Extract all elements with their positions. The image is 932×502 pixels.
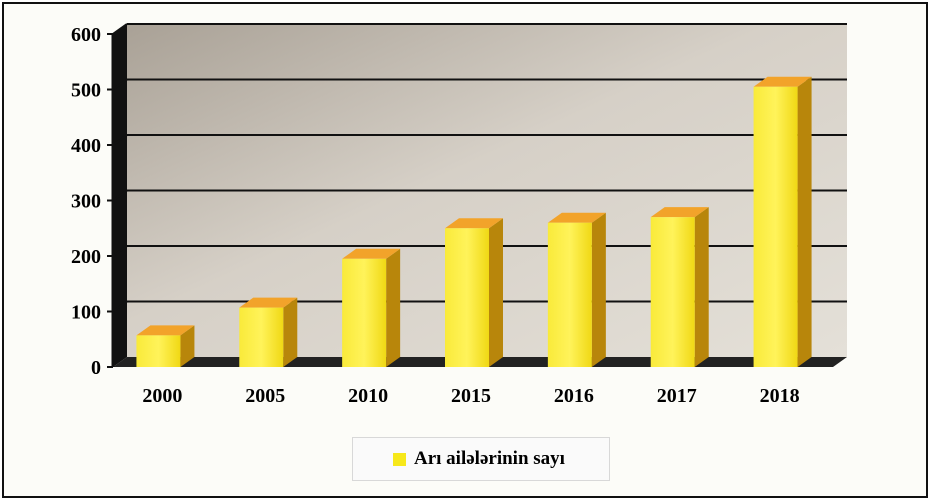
legend-label: Arı ailələrinin sayı bbox=[414, 448, 565, 469]
bar-side-2016 bbox=[591, 212, 606, 367]
bar-2005 bbox=[239, 307, 284, 367]
bar-top-2005 bbox=[239, 297, 298, 308]
bar-2000 bbox=[136, 335, 181, 367]
gridline-diag-600 bbox=[112, 23, 128, 35]
bar-side-2010 bbox=[386, 248, 401, 367]
bar-2018 bbox=[753, 86, 798, 367]
x-tick-label-2000: 2000 bbox=[142, 385, 182, 407]
x-tick-label-2015: 2015 bbox=[451, 385, 491, 407]
gridline-diag-300 bbox=[112, 189, 128, 202]
bar-2010 bbox=[342, 258, 387, 367]
y-tick-label-200: 200 bbox=[71, 246, 101, 268]
bar-side-2018 bbox=[797, 76, 812, 367]
gridline-diag-100 bbox=[112, 300, 128, 313]
legend: Arı ailələrinin sayı bbox=[352, 437, 610, 481]
legend-swatch bbox=[393, 452, 406, 466]
y-tick-label-400: 400 bbox=[71, 135, 101, 157]
x-tick-label-2016: 2016 bbox=[554, 385, 594, 407]
bar-top-2010 bbox=[342, 248, 401, 259]
gridline-diag-200 bbox=[112, 245, 128, 257]
bar-side-2005 bbox=[283, 297, 298, 367]
x-tick-label-2005: 2005 bbox=[245, 385, 285, 407]
bar-top-2018 bbox=[753, 76, 812, 87]
bar-side-2000 bbox=[180, 325, 195, 367]
y-tick-label-500: 500 bbox=[71, 80, 101, 102]
gridline-diag-500 bbox=[112, 78, 128, 91]
bar-side-2015 bbox=[489, 218, 503, 367]
x-tick-label-2018: 2018 bbox=[760, 385, 800, 407]
bar-2017 bbox=[650, 217, 695, 367]
bar-side-2017 bbox=[694, 207, 709, 367]
x-tick-label-2010: 2010 bbox=[348, 385, 388, 407]
y-tick-label-600: 600 bbox=[71, 24, 101, 46]
y-tick-label-0: 0 bbox=[91, 357, 101, 379]
bar-top-2015 bbox=[445, 218, 503, 229]
bar-top-2016 bbox=[547, 212, 606, 223]
bar-top-2017 bbox=[650, 207, 709, 218]
gridline-diag-400 bbox=[112, 134, 128, 146]
bar-2016 bbox=[547, 222, 592, 367]
y-tick-label-100: 100 bbox=[71, 302, 101, 324]
x-tick-label-2017: 2017 bbox=[657, 385, 697, 407]
bar-2015 bbox=[445, 228, 489, 367]
y-tick-label-300: 300 bbox=[71, 191, 101, 213]
bar-top-2000 bbox=[136, 325, 195, 336]
